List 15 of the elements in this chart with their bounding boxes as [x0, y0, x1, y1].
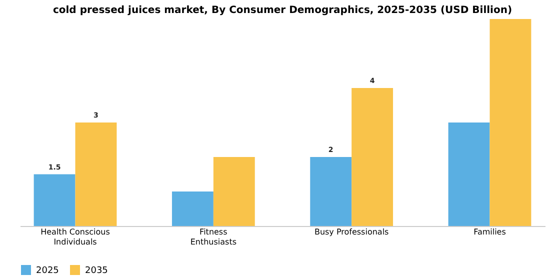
bar [34, 174, 76, 226]
x-tick-label: Health Conscious Individuals [40, 228, 110, 246]
bar [448, 122, 490, 226]
x-tick-label: Busy Professionals [314, 228, 389, 236]
bar [172, 192, 214, 226]
x-tick-label: Families [474, 228, 506, 236]
x-tick-label: Fitness Enthusiasts [190, 228, 237, 246]
bar [213, 157, 255, 226]
legend-label: 2025 [36, 266, 59, 276]
chart-title: cold pressed juices market, By Consumer Demographics, 2025-2035 (USD Billion) [52, 5, 512, 16]
bar [310, 157, 352, 226]
legend-label: 2035 [85, 266, 108, 276]
bar [352, 88, 394, 226]
bar [490, 19, 532, 226]
bar [75, 122, 117, 226]
